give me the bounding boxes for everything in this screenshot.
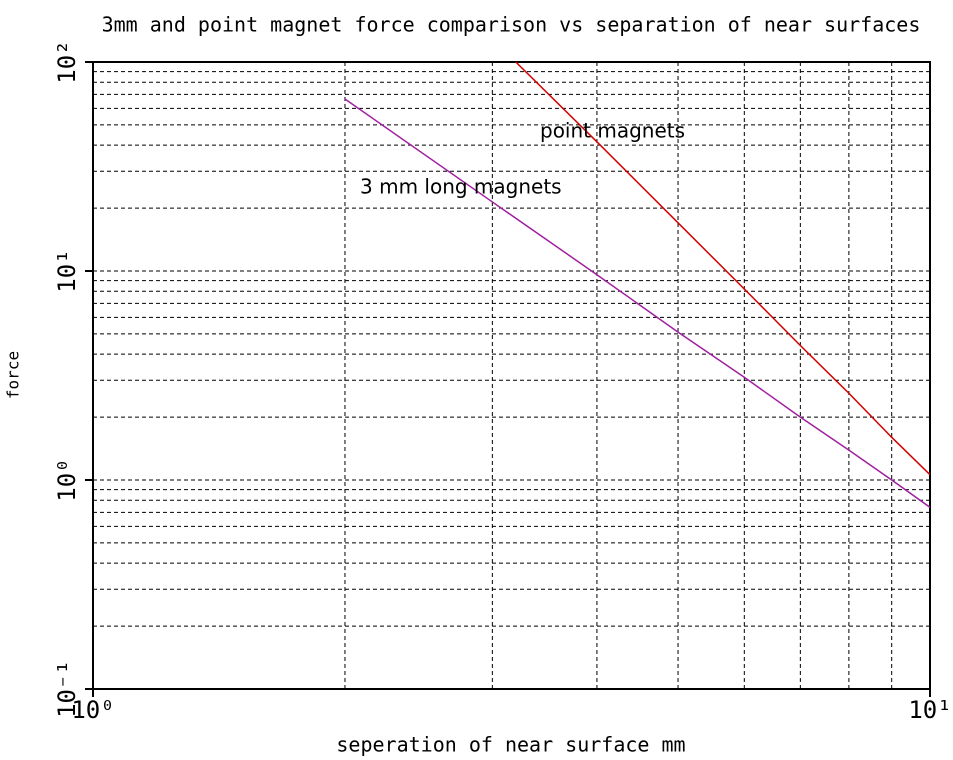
- plot-frame: [92, 61, 931, 690]
- plot-lines: [344, 62, 930, 508]
- x-tick-label: 10⁰: [71, 696, 114, 724]
- y-axis-label: force: [4, 351, 23, 399]
- x-axis-label: seperation of near surface mm: [336, 733, 685, 757]
- series-label: 3 mm long magnets: [360, 175, 562, 199]
- y-tick-label: 10¹: [53, 249, 81, 292]
- y-tick-label: 10²: [53, 40, 81, 83]
- y-tick-label: 10⁰: [53, 458, 81, 501]
- series-label: point magnets: [540, 119, 685, 143]
- chart-title: 3mm and point magnet force comparison vs…: [102, 13, 921, 37]
- y-tick-label: 10⁻¹: [53, 660, 81, 718]
- series-line: [344, 98, 930, 508]
- series-line: [515, 62, 930, 476]
- x-tick-label: 10¹: [908, 696, 951, 724]
